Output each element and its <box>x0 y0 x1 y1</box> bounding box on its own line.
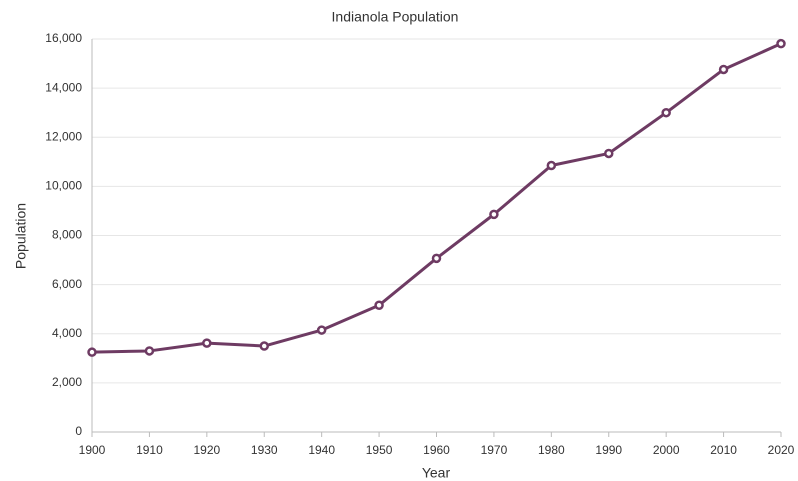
y-tick-label: 4,000 <box>52 326 82 340</box>
point <box>604 148 614 159</box>
y-tick-label: 16,000 <box>45 31 82 45</box>
point <box>374 300 384 311</box>
point <box>144 346 155 356</box>
y-axis-label: Population <box>13 203 29 269</box>
y-tick-label: 14,000 <box>45 80 82 94</box>
x-tick-label: 1980 <box>538 443 565 457</box>
x-tick-label: 1910 <box>136 443 163 457</box>
chart-title: Indianola Population <box>332 9 459 25</box>
point <box>661 107 671 118</box>
x-axis-label: Year <box>422 465 451 481</box>
x-tick-label: 1960 <box>423 443 450 457</box>
point <box>87 347 97 357</box>
x-tick-label: 1950 <box>366 443 393 457</box>
point <box>259 341 269 351</box>
x-tick-label: 1940 <box>308 443 335 457</box>
line <box>91 42 782 354</box>
x-tick-label: 2020 <box>768 443 795 457</box>
point <box>316 325 327 335</box>
point <box>776 38 786 49</box>
y-tick-label: 10,000 <box>45 179 82 193</box>
x-tick-label: 1900 <box>79 443 106 457</box>
x-tick-label: 2000 <box>653 443 680 457</box>
point <box>489 209 499 220</box>
point <box>431 253 442 264</box>
x-tick-label: 1920 <box>193 443 220 457</box>
x-tick-label: 1930 <box>251 443 278 457</box>
y-tick-label: 6,000 <box>52 277 82 291</box>
point <box>202 338 212 348</box>
point <box>718 64 729 75</box>
y-tick-label: 2,000 <box>52 375 82 389</box>
y-tick-label: 8,000 <box>52 228 82 242</box>
x-tick-label: 1990 <box>595 443 622 457</box>
point <box>546 160 557 171</box>
x-tick-label: 2010 <box>710 443 737 457</box>
x-tick-label: 1970 <box>481 443 508 457</box>
y-tick-label: 0 <box>75 424 82 438</box>
y-tick-label: 12,000 <box>45 129 82 143</box>
